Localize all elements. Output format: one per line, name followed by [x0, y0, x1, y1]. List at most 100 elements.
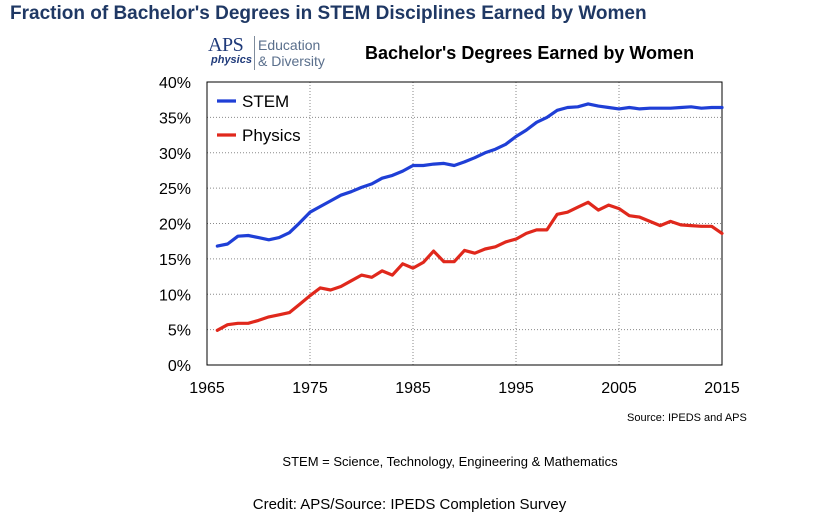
data-point-stem: [617, 107, 621, 111]
data-point-stem: [700, 107, 703, 110]
page-title: Fraction of Bachelor's Degrees in STEM D…: [10, 3, 647, 24]
data-point-stem: [411, 164, 415, 167]
logo-line2: & Diversity: [258, 53, 325, 69]
data-point-stem: [483, 151, 487, 154]
data-point-stem: [576, 105, 579, 109]
data-point-stem: [288, 231, 291, 234]
data-point-stem: [525, 128, 528, 132]
y-tick-label: 10%: [159, 287, 191, 304]
data-point-physics: [411, 266, 415, 270]
x-tick-label: 2015: [704, 380, 740, 397]
data-point-physics: [401, 262, 404, 265]
data-point-stem: [669, 107, 672, 110]
x-tick-label: 1985: [395, 380, 431, 397]
data-point-stem: [370, 182, 373, 186]
data-point-stem: [432, 162, 435, 166]
data-point-stem: [535, 121, 538, 124]
data-point-stem: [226, 242, 229, 246]
data-point-physics: [556, 213, 559, 216]
data-point-physics: [453, 260, 456, 263]
data-point-stem: [453, 164, 456, 167]
data-point-physics: [689, 224, 693, 227]
data-point-physics: [607, 203, 610, 207]
y-tick-label: 40%: [159, 75, 191, 92]
data-point-stem: [236, 235, 240, 238]
data-point-stem: [442, 162, 446, 165]
logo-divider: [254, 36, 255, 70]
data-point-physics: [679, 223, 682, 227]
data-point-physics: [277, 313, 281, 316]
chart-title: Bachelor's Degrees Earned by Women: [365, 43, 695, 63]
y-tick-label: 15%: [159, 252, 191, 269]
x-tick-label: 1975: [292, 380, 328, 397]
data-point-physics: [648, 220, 652, 223]
data-point-physics: [267, 315, 270, 319]
data-point-stem: [422, 164, 425, 167]
data-point-physics: [391, 273, 394, 277]
data-point-physics: [308, 294, 312, 297]
credit-line: Credit: APS/Source: IPEDS Completion Sur…: [252, 496, 567, 513]
data-point-physics: [236, 322, 240, 325]
data-point-stem: [514, 135, 518, 138]
data-point-physics: [247, 322, 250, 325]
y-tick-label: 20%: [159, 217, 191, 234]
y-tick-label: 30%: [159, 146, 191, 163]
data-point-physics: [659, 224, 662, 227]
data-point-physics: [483, 247, 487, 251]
data-point-physics: [350, 279, 353, 282]
data-point-physics: [329, 288, 332, 292]
data-point-physics: [720, 232, 724, 235]
data-point-stem: [247, 234, 250, 237]
data-point-physics: [216, 329, 219, 332]
logo-line1: Education: [258, 37, 321, 53]
data-point-stem: [504, 143, 507, 146]
data-point-physics: [494, 245, 497, 248]
data-point-stem: [473, 156, 476, 159]
data-point-stem: [391, 174, 394, 177]
data-point-stem: [545, 116, 549, 119]
series-lines: [215, 102, 724, 332]
data-point-stem: [350, 190, 353, 193]
data-point-stem: [597, 104, 600, 108]
series-line-physics: [215, 200, 724, 332]
data-point-physics: [432, 249, 435, 253]
data-point-physics: [339, 285, 343, 288]
data-point-stem: [401, 169, 404, 173]
data-point-physics: [525, 232, 528, 235]
data-point-stem: [339, 194, 343, 197]
data-point-physics: [226, 323, 229, 326]
data-point-physics: [504, 240, 507, 244]
data-point-physics: [370, 276, 373, 279]
data-point-stem: [648, 107, 652, 110]
data-point-physics: [628, 214, 631, 217]
data-point-physics: [576, 206, 579, 209]
data-point-stem: [628, 106, 631, 109]
data-point-physics: [422, 261, 425, 264]
axes: 0% 5% 10% 15% 20% 25% 30% 35% 40% 1965 1975 1985 199…: [159, 75, 740, 397]
data-point-stem: [659, 107, 662, 110]
data-point-physics: [288, 311, 291, 314]
data-point-physics: [514, 237, 518, 241]
data-point-physics: [638, 215, 641, 219]
x-tick-label: 1965: [189, 380, 225, 397]
y-tick-label: 0%: [168, 358, 191, 375]
x-tick-label: 1995: [498, 380, 534, 397]
source-note: Source: IPEDS and APS: [627, 412, 747, 424]
data-point-physics: [700, 225, 703, 228]
data-point-stem: [298, 221, 301, 224]
grid: [207, 81, 722, 365]
data-point-stem: [494, 148, 497, 151]
legend-label-stem: STEM: [242, 92, 289, 111]
y-tick-label: 25%: [159, 181, 191, 198]
data-point-stem: [216, 244, 219, 248]
legend-label-physics: Physics: [242, 126, 301, 145]
data-point-physics: [298, 303, 301, 306]
data-point-stem: [277, 236, 281, 239]
data-point-stem: [308, 211, 312, 214]
series-line-stem: [215, 102, 724, 248]
data-point-stem: [586, 102, 590, 106]
logo-sub: physics: [211, 54, 252, 66]
logo-mark: APS: [208, 34, 244, 56]
data-point-physics: [669, 220, 672, 223]
